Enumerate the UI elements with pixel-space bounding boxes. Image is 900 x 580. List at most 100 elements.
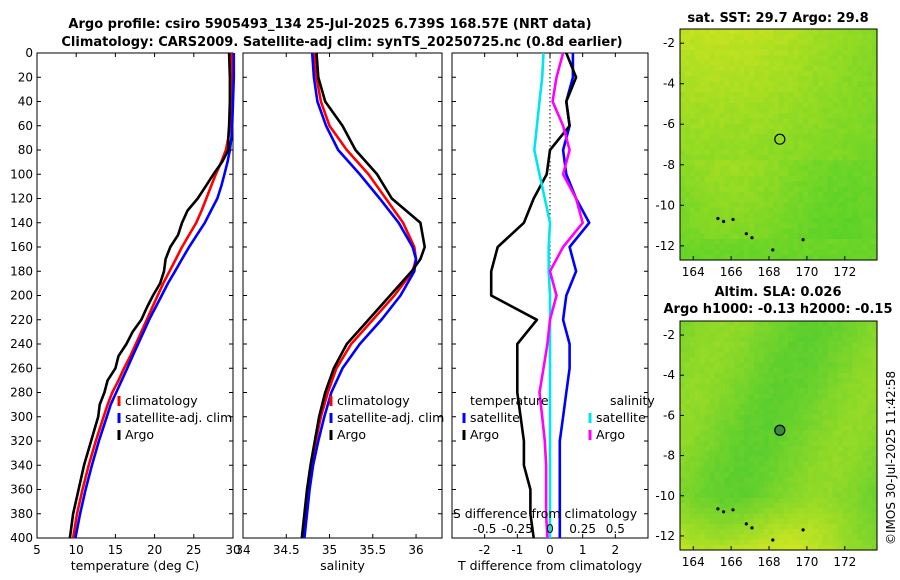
map-cell: [798, 341, 804, 348]
map-cell: [729, 155, 735, 161]
map-cell: [793, 362, 799, 369]
map-cell: [788, 60, 794, 67]
map-cell: [798, 191, 804, 198]
map-cell: [827, 451, 834, 457]
map-cell: [773, 118, 780, 125]
map-cell: [788, 44, 794, 51]
map-cell: [803, 544, 809, 551]
map-cell: [842, 244, 849, 251]
map-cell: [817, 477, 824, 483]
map-cell: [684, 55, 691, 62]
map-cell: [684, 144, 691, 151]
map-cell: [744, 487, 750, 494]
map-cell: [758, 170, 765, 177]
map-cell: [709, 373, 716, 379]
map-cell: [753, 508, 760, 515]
map-cell: [822, 170, 829, 177]
map-cell: [758, 445, 765, 452]
map-cell: [719, 239, 725, 245]
map-cell: [783, 367, 789, 374]
map-cell: [699, 50, 706, 56]
map-cell: [808, 326, 814, 332]
map-cell: [719, 529, 725, 535]
map-cell: [704, 39, 711, 46]
map-cell: [842, 466, 849, 473]
map-cell: [729, 367, 735, 374]
map-cell: [758, 336, 765, 343]
map-cell: [724, 352, 730, 359]
map-cell: [847, 534, 853, 541]
map-cell: [827, 477, 834, 483]
temperature-frame: [36, 52, 234, 539]
map-cell: [719, 233, 725, 240]
map-cell: [812, 155, 819, 161]
map-cell: [773, 466, 780, 473]
map-cell: [803, 409, 809, 416]
map-cell: [768, 249, 775, 256]
map-cell: [827, 81, 834, 88]
map-cell: [739, 529, 745, 535]
map-cell: [724, 113, 730, 119]
map-cell: [719, 492, 725, 499]
map-cell: [768, 29, 775, 35]
map-cell: [689, 181, 696, 188]
map-cell: [753, 55, 760, 62]
map-cell: [758, 341, 765, 348]
map-cell: [847, 487, 853, 494]
map-cell: [714, 362, 720, 369]
map-cell: [778, 102, 785, 109]
map-cell: [862, 414, 868, 421]
map-cell: [817, 202, 824, 209]
map-cell: [872, 357, 878, 364]
map-cell: [872, 191, 878, 198]
map-cell: [768, 430, 775, 437]
map-cell: [808, 165, 814, 172]
map-cell: [758, 81, 765, 88]
map-cell: [862, 497, 868, 504]
map-cell: [872, 55, 878, 62]
map-cell: [817, 155, 824, 161]
map-cell: [763, 497, 770, 504]
map-cell: [768, 503, 775, 509]
map-cell: [773, 373, 780, 379]
map-cell: [739, 440, 745, 447]
map-cell: [812, 218, 819, 224]
map-cell: [714, 181, 720, 188]
map-cell: [798, 76, 804, 83]
map-cell: [724, 357, 730, 364]
map-cell: [867, 29, 873, 35]
map-cell: [753, 76, 760, 83]
map-cell: [704, 513, 711, 520]
map-cell: [827, 373, 834, 379]
map-cell: [778, 399, 785, 405]
map-cell: [867, 451, 873, 457]
map-cell: [689, 487, 696, 494]
map-cell: [748, 139, 755, 146]
map-cell: [748, 321, 755, 327]
map-cell: [778, 419, 785, 426]
map-cell: [680, 362, 686, 369]
map-cell: [842, 81, 849, 88]
map-cell: [808, 466, 814, 473]
map-cell: [808, 518, 814, 525]
map-cell: [783, 539, 789, 546]
map-cell: [748, 435, 755, 442]
map-cell: [699, 39, 706, 46]
map-cell: [729, 331, 735, 338]
map-cell: [739, 207, 745, 214]
map-cell: [768, 128, 775, 135]
map-cell: [793, 393, 799, 400]
map-cell: [867, 244, 873, 251]
map-cell: [778, 477, 785, 483]
x-tick-label: 1: [579, 543, 587, 557]
map-cell: [872, 29, 878, 35]
map-cell: [803, 170, 809, 177]
map-cell: [689, 144, 696, 151]
map-cell: [817, 471, 824, 478]
map-cell: [729, 518, 735, 525]
map-cell: [822, 149, 829, 156]
map-cell: [778, 321, 785, 327]
map-cell: [793, 123, 799, 130]
map-cell: [788, 212, 794, 219]
map-cell: [837, 244, 844, 251]
